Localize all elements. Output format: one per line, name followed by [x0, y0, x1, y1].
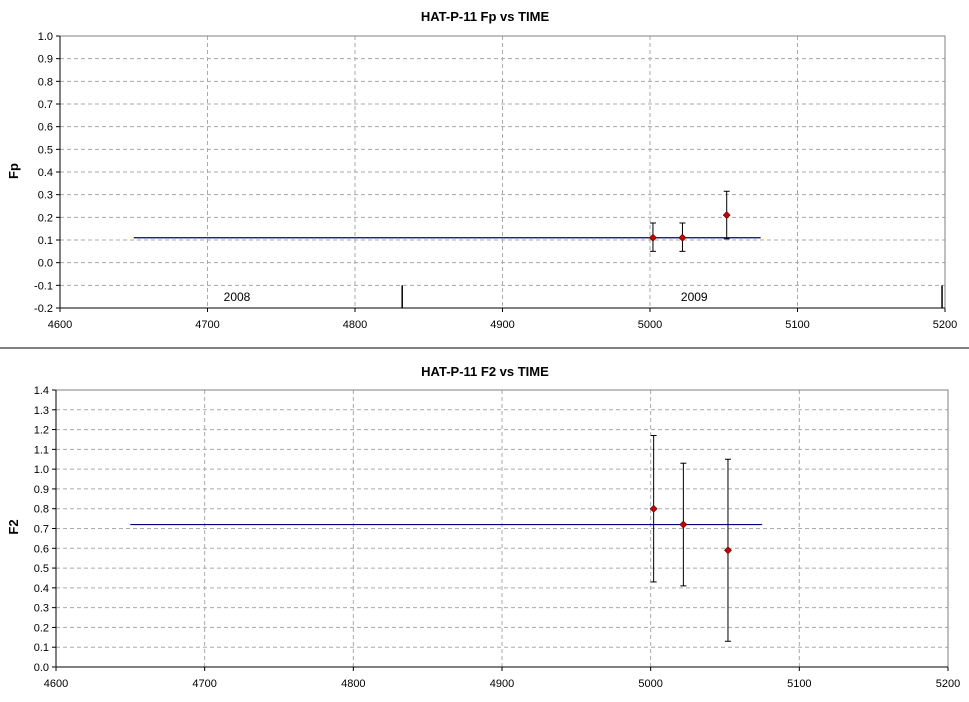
y-tick-label: 0.8 — [38, 76, 53, 88]
x-tick-label: 4800 — [341, 678, 365, 690]
y-tick-label: 0.0 — [38, 258, 53, 270]
y-tick-label: 0.6 — [34, 543, 49, 555]
chart-title: HAT-P-11 F2 vs TIME — [421, 364, 549, 379]
y-tick-label: 0.1 — [38, 235, 53, 247]
x-tick-label: 5000 — [638, 319, 662, 331]
x-tick-label: 4600 — [48, 319, 72, 331]
y-tick-label: 1.0 — [38, 31, 53, 43]
y-tick-label: 0.3 — [38, 190, 53, 202]
y-tick-label: -0.2 — [34, 303, 53, 315]
data-point — [649, 504, 658, 513]
data-point — [722, 211, 731, 219]
y-tick-label: 0.9 — [38, 54, 53, 66]
x-tick-label: 4700 — [192, 678, 216, 690]
y-tick-label: 0.3 — [34, 603, 49, 615]
x-tick-label: 5100 — [787, 678, 811, 690]
y-tick-label: 1.1 — [34, 444, 49, 456]
y-tick-label: 0.4 — [34, 583, 49, 595]
x-tick-label: 5200 — [936, 678, 960, 690]
data-point — [678, 233, 687, 242]
x-tick-label: 4900 — [490, 319, 514, 331]
y-tick-label: 0.6 — [38, 122, 53, 134]
year-label: 2008 — [224, 290, 251, 304]
x-tick-label: 4900 — [490, 678, 514, 690]
y-tick-label: 0.9 — [34, 484, 49, 496]
x-tick-label: 4700 — [195, 319, 219, 331]
y-axis-label: Fp — [6, 163, 21, 179]
y-tick-label: 0.2 — [38, 212, 53, 224]
y-tick-label: 1.2 — [34, 425, 49, 437]
y-tick-label: 0.4 — [38, 167, 53, 179]
x-tick-label: 4600 — [44, 678, 68, 690]
data-point — [724, 546, 732, 555]
x-tick-label: 5100 — [785, 319, 809, 331]
y-tick-label: 0.0 — [34, 662, 49, 674]
chart-title: HAT-P-11 Fp vs TIME — [421, 9, 550, 24]
y-tick-label: 0.7 — [38, 99, 53, 111]
x-tick-label: 4800 — [343, 319, 367, 331]
y-tick-label: 1.4 — [34, 385, 49, 397]
year-label: 2009 — [681, 290, 708, 304]
y-tick-label: 0.1 — [34, 642, 49, 654]
y-tick-label: 0.5 — [34, 563, 49, 575]
y-tick-label: 0.8 — [34, 504, 49, 516]
chart-f2-vs-time: HAT-P-11 F2 vs TIME F2 0.0 0.1 0.2 0.3 0.4 0.… — [6, 364, 960, 690]
y-tick-label: 0.5 — [38, 144, 53, 156]
y-tick-label: 1.3 — [34, 405, 49, 417]
y-tick-label: 1.0 — [34, 464, 49, 476]
y-tick-label: 0.7 — [34, 524, 49, 536]
x-tick-label: 5200 — [933, 319, 957, 331]
y-tick-label: -0.1 — [34, 280, 53, 292]
y-tick-label: 0.2 — [34, 622, 49, 634]
x-tick-label: 5000 — [638, 678, 662, 690]
data-point — [679, 520, 688, 529]
data-point — [649, 233, 657, 242]
chart-fp-vs-time: HAT-P-11 Fp vs TIME Fp -0.2 -0.1 0.0 0.1 0.2… — [6, 9, 957, 331]
y-axis-label: F2 — [6, 519, 21, 534]
